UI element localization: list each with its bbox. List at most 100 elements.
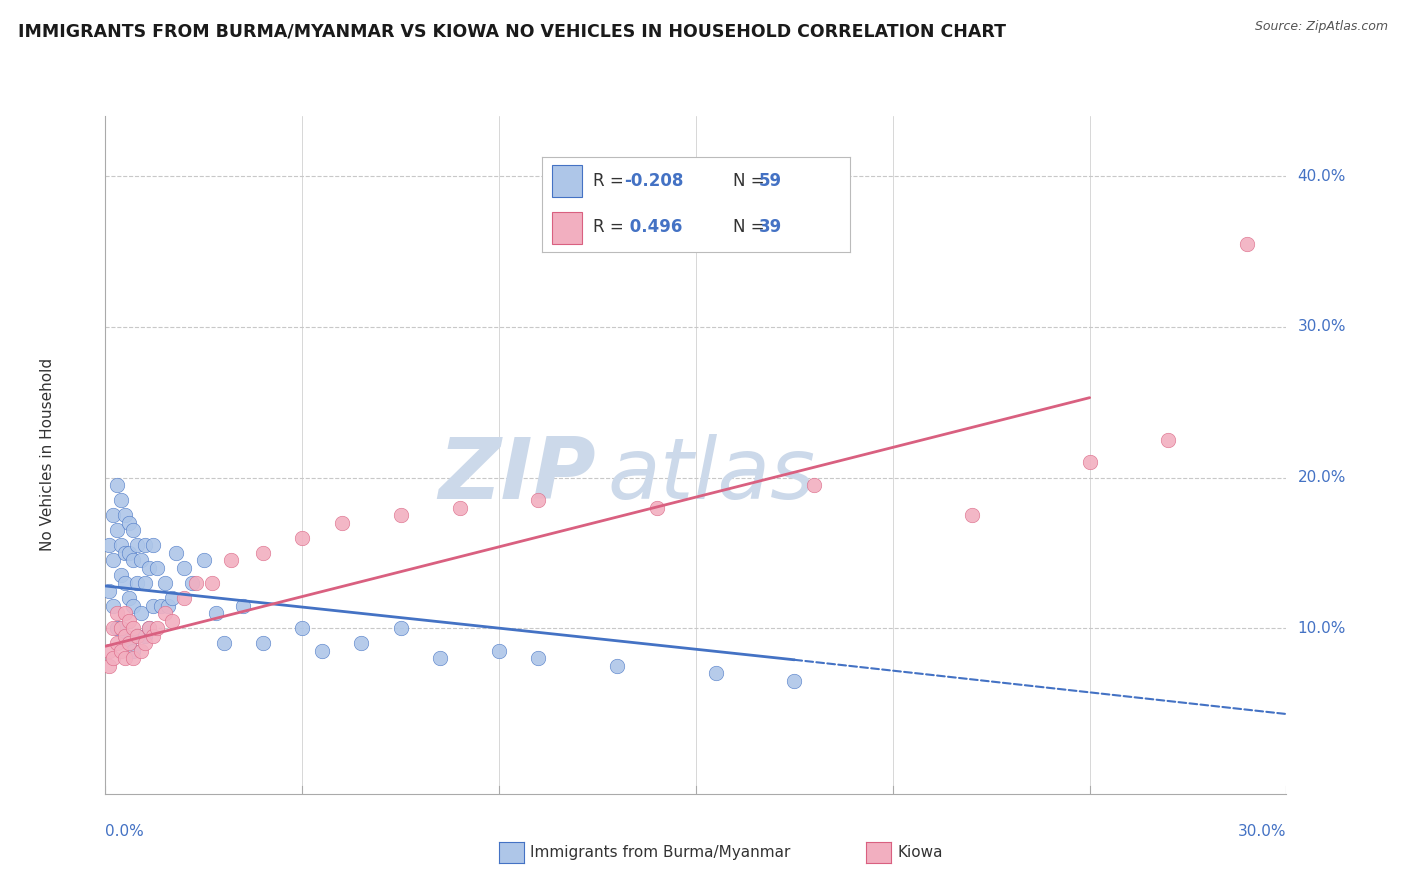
Point — [122, 523, 145, 537]
Point — [98, 658, 121, 673]
Point — [252, 546, 274, 560]
Point — [105, 478, 128, 492]
Point — [142, 538, 165, 552]
Point — [122, 644, 145, 658]
Point — [157, 599, 180, 613]
Text: 0.0%: 0.0% — [105, 824, 145, 839]
Point — [138, 621, 160, 635]
Point — [704, 666, 727, 681]
Point — [153, 576, 176, 591]
Text: R =: R = — [593, 219, 628, 236]
Text: N =: N = — [733, 219, 769, 236]
Text: -0.208: -0.208 — [624, 172, 683, 190]
Point — [134, 576, 156, 591]
Point — [645, 500, 668, 515]
Point — [125, 629, 148, 643]
Text: ZIP: ZIP — [437, 434, 596, 516]
Text: N =: N = — [733, 172, 769, 190]
Point — [291, 621, 314, 635]
Point — [389, 508, 412, 523]
Point — [129, 606, 152, 620]
Point — [138, 621, 160, 635]
Point — [783, 673, 806, 688]
Text: 20.0%: 20.0% — [1298, 470, 1346, 485]
Point — [162, 614, 184, 628]
Point — [145, 561, 167, 575]
Point — [181, 576, 204, 591]
Point — [110, 538, 132, 552]
Point — [389, 621, 412, 635]
Point — [193, 553, 215, 567]
Text: 30.0%: 30.0% — [1298, 319, 1346, 334]
Point — [110, 568, 132, 582]
Point — [118, 636, 141, 650]
Point — [122, 651, 145, 665]
Point — [162, 591, 184, 605]
Point — [134, 629, 156, 643]
Text: Immigrants from Burma/Myanmar: Immigrants from Burma/Myanmar — [530, 846, 790, 860]
Point — [173, 561, 195, 575]
Point — [105, 606, 128, 620]
Point — [330, 516, 353, 530]
Point — [134, 636, 156, 650]
Point — [114, 629, 136, 643]
Point — [1078, 455, 1101, 469]
Point — [110, 493, 132, 508]
Point — [134, 538, 156, 552]
Bar — [551, 165, 582, 197]
Point — [153, 606, 176, 620]
Point — [1157, 433, 1180, 447]
Point — [114, 629, 136, 643]
Point — [212, 636, 235, 650]
Point — [125, 538, 148, 552]
Point — [960, 508, 983, 523]
Point — [204, 606, 226, 620]
Text: IMMIGRANTS FROM BURMA/MYANMAR VS KIOWA NO VEHICLES IN HOUSEHOLD CORRELATION CHAR: IMMIGRANTS FROM BURMA/MYANMAR VS KIOWA N… — [18, 22, 1007, 40]
Point — [118, 546, 141, 560]
Point — [114, 606, 136, 620]
Text: No Vehicles in Household: No Vehicles in Household — [39, 359, 55, 551]
Point — [149, 599, 172, 613]
Point — [105, 523, 128, 537]
Point — [232, 599, 254, 613]
Point — [125, 576, 148, 591]
Point — [350, 636, 373, 650]
Point — [488, 644, 510, 658]
Text: 30.0%: 30.0% — [1239, 824, 1286, 839]
Point — [429, 651, 451, 665]
Point — [606, 658, 628, 673]
Bar — [551, 211, 582, 244]
Point — [291, 531, 314, 545]
Point — [122, 621, 145, 635]
Point — [527, 493, 550, 508]
Point — [129, 644, 152, 658]
Text: R =: R = — [593, 172, 628, 190]
Text: Source: ZipAtlas.com: Source: ZipAtlas.com — [1254, 20, 1388, 33]
Point — [125, 629, 148, 643]
Point — [129, 553, 152, 567]
Point — [114, 576, 136, 591]
Point — [110, 644, 132, 658]
Point — [103, 553, 125, 567]
Point — [118, 636, 141, 650]
Point — [103, 621, 125, 635]
Point — [252, 636, 274, 650]
Point — [221, 553, 243, 567]
Point — [142, 629, 165, 643]
Point — [114, 651, 136, 665]
Point — [103, 651, 125, 665]
Point — [527, 651, 550, 665]
Text: 0.496: 0.496 — [624, 219, 682, 236]
Point — [118, 516, 141, 530]
Point — [138, 561, 160, 575]
Text: Kiowa: Kiowa — [897, 846, 942, 860]
Point — [103, 599, 125, 613]
Point — [110, 621, 132, 635]
Point — [173, 591, 195, 605]
Point — [803, 478, 825, 492]
Point — [449, 500, 471, 515]
Point — [98, 644, 121, 658]
Point — [105, 636, 128, 650]
Text: 39: 39 — [759, 219, 782, 236]
Point — [122, 553, 145, 567]
